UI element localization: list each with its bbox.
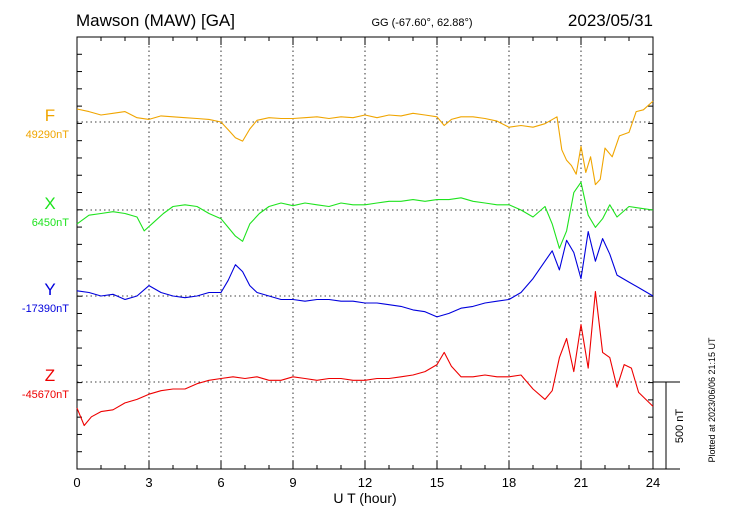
x-tick-label-2: 6: [217, 475, 224, 490]
series-name-X: X: [44, 194, 55, 213]
station-title: Mawson (MAW) [GA]: [76, 11, 235, 30]
x-tick-label-6: 18: [502, 475, 516, 490]
series-line-F: [76, 100, 654, 186]
x-tick-label-4: 12: [358, 475, 372, 490]
geographic-coords: GG (-67.60°, 62.88°): [371, 17, 472, 29]
scale-bar: 500 nT: [653, 381, 686, 470]
series-name-F: F: [45, 106, 55, 125]
x-tick-label-1: 3: [145, 475, 152, 490]
series-lines: [76, 100, 654, 427]
series-baseline-Z: -45670nT: [22, 389, 69, 401]
x-tick-label-3: 9: [289, 475, 296, 490]
series-baseline-F: 49290nT: [26, 129, 70, 141]
scale-bar-label: 500 nT: [674, 409, 686, 444]
series-name-Y: Y: [44, 280, 55, 299]
series-baseline-X: 6450nT: [32, 217, 70, 229]
x-tick-label-5: 15: [430, 475, 444, 490]
axis-ticks: [76, 37, 654, 470]
x-axis-label: U T (hour): [333, 490, 396, 506]
series-line-Y: [76, 231, 654, 318]
series-baseline-Y: -17390nT: [22, 303, 69, 315]
series-name-Z: Z: [45, 366, 55, 385]
date-label: 2023/05/31: [568, 11, 653, 30]
series-line-X: [76, 181, 654, 249]
plotted-timestamp: Plotted at 2023/06/06 21:15 UT: [707, 337, 717, 463]
x-tick-label-0: 0: [73, 475, 80, 490]
series-labels: F 49290nT X 6450nT Y -17390nT Z -45670nT: [22, 106, 69, 401]
x-tick-label-8: 24: [646, 475, 660, 490]
x-tick-labels: 0 3 6 9 12 15 18 21 24: [73, 475, 660, 490]
series-line-Z: [76, 290, 654, 427]
vertical-gridlines: [148, 37, 582, 469]
x-tick-label-7: 21: [574, 475, 588, 490]
